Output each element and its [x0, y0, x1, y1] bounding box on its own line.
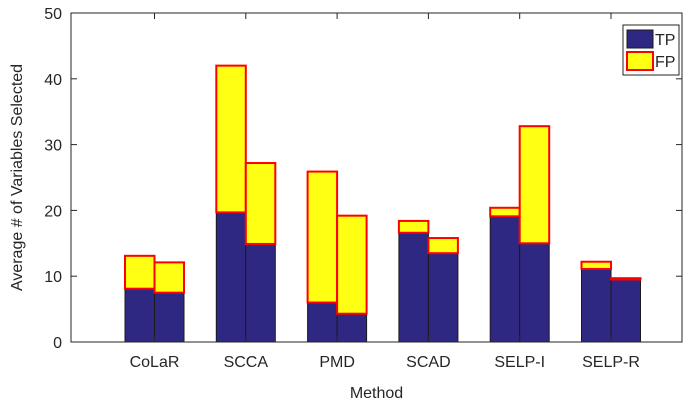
x-tick-label: SELP-R [582, 354, 640, 371]
bar-fp-SELP-R-2 [610, 277, 642, 281]
bar-fp-SCCA-2 [244, 162, 277, 245]
x-tick-label: PMD [319, 354, 355, 371]
x-tick-label: SELP-I [494, 354, 545, 371]
bar-tp-CoLaR-1 [124, 288, 155, 343]
x-axis-ticks: CoLaR SCCA PMD SCAD SELP-I SELP-R [130, 13, 640, 371]
plot-area-frame [70, 12, 683, 343]
x-tick-label: SCCA [224, 354, 269, 371]
x-tick-label: CoLaR [130, 354, 180, 371]
bars-layer [124, 64, 642, 343]
bar-fp-SCCA-1 [215, 64, 247, 214]
bar-fp-SCAD-2 [427, 237, 459, 255]
bar-fp-CoLaR-2 [153, 261, 185, 294]
bar-fp-PMD-2 [336, 214, 368, 315]
bar-tp-SELP-I-1 [489, 215, 521, 343]
legend-swatch-TP [626, 29, 654, 49]
bar-tp-SELP-R-1 [581, 268, 612, 343]
legend-label-FP: FP [655, 54, 675, 71]
bar-fp-SCAD-1 [397, 219, 430, 234]
y-tick-label: 20 [44, 203, 62, 220]
y-tick-label: 30 [44, 138, 62, 155]
bar-tp-PMD-2 [336, 313, 368, 343]
bar-tp-SCCA-2 [245, 243, 276, 343]
legend: TP FP [622, 24, 680, 76]
bar-tp-SELP-R-2 [610, 278, 641, 343]
legend-swatch-FP [626, 51, 654, 71]
y-axis-ticks: 0 10 20 30 40 50 [44, 6, 682, 352]
legend-label-TP: TP [655, 32, 675, 49]
bar-fp-SELP-I-2 [518, 125, 551, 245]
bar-tp-SCAD-2 [427, 252, 459, 343]
y-tick-label: 0 [53, 335, 62, 352]
bar-tp-SELP-I-2 [519, 242, 550, 343]
x-tick-label: SCAD [406, 354, 450, 371]
bar-tp-PMD-1 [307, 302, 338, 343]
bar-tp-CoLaR-2 [154, 292, 185, 343]
y-tick-label: 40 [44, 72, 62, 89]
x-axis-label: Method [350, 385, 403, 402]
bar-fp-SELP-I-1 [489, 206, 521, 218]
bar-fp-SELP-R-1 [580, 260, 612, 270]
bar-fp-PMD-1 [306, 170, 339, 304]
bar-tp-SCAD-1 [398, 232, 429, 343]
y-tick-label: 10 [44, 269, 62, 286]
bar-tp-SCCA-1 [215, 211, 247, 343]
y-tick-label: 50 [44, 6, 62, 23]
bar-fp-CoLaR-1 [124, 254, 156, 290]
y-axis-label: Average # of Variables Selected [9, 64, 26, 291]
